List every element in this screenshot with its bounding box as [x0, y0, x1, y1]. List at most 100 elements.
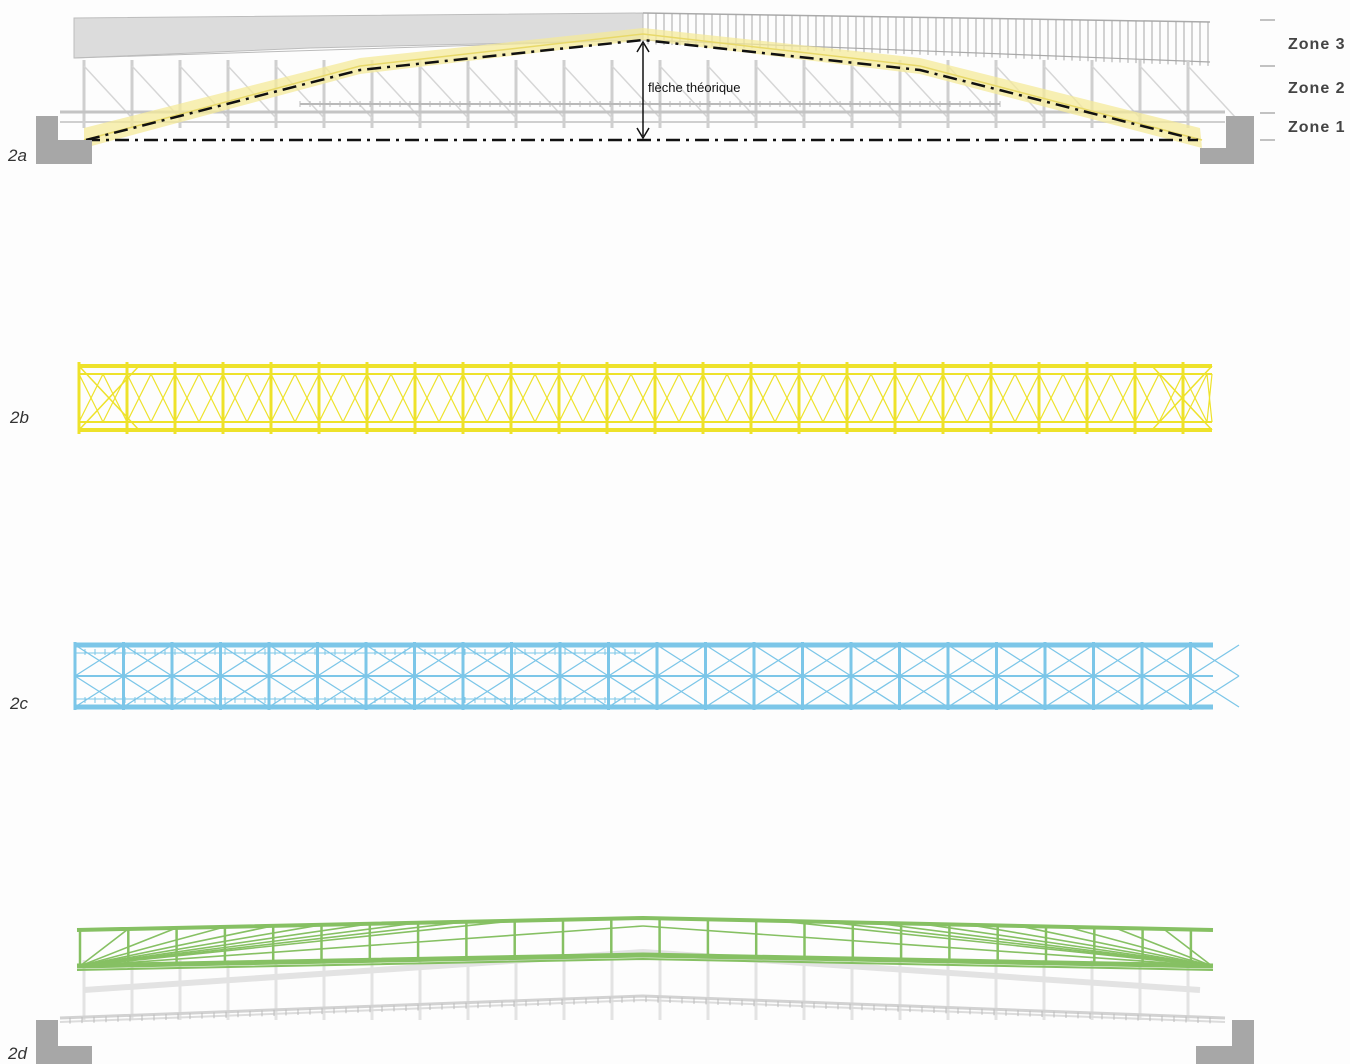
truss-diagonal [268, 675, 318, 708]
truss-diagonal [753, 675, 803, 708]
brace-diagonal [659, 65, 709, 119]
truss-diagonal [462, 675, 512, 708]
truss-diagonal [366, 373, 392, 423]
truss-diagonal [1158, 373, 1184, 423]
truss-diagonal [990, 373, 1016, 423]
truss-diagonal [1044, 644, 1094, 677]
arch-band-line [83, 33, 1203, 141]
truss-diagonal [342, 373, 368, 423]
truss-diagonal [846, 373, 872, 423]
truss-diagonal [899, 675, 949, 708]
brace-diagonal [419, 65, 469, 119]
truss-diagonal [365, 644, 415, 677]
truss-diagonal [220, 644, 270, 677]
truss-diagonal [726, 373, 752, 423]
truss-diagonal [510, 373, 536, 423]
truss-diagonal [123, 675, 173, 708]
truss-diagonal [608, 675, 658, 708]
truss-diagonal [1014, 373, 1040, 423]
truss-diagonal [1141, 644, 1191, 677]
panel-label-2d: 2d [8, 1044, 27, 1063]
truss-diagonal [656, 644, 706, 677]
truss-diagonal [414, 373, 440, 423]
truss-diagonal [534, 373, 560, 423]
fleche-annotation: flèche théorique [648, 80, 741, 95]
truss-diagonal [462, 644, 512, 677]
brace-diagonal [755, 65, 805, 119]
left-abutment [36, 116, 92, 164]
truss-diagonal [1134, 373, 1160, 423]
green-diagonal [1018, 925, 1213, 967]
background-deck [59, 994, 1226, 1020]
brace-diagonal [707, 65, 757, 119]
truss-diagonal [365, 675, 415, 708]
green-truss-elevation [36, 915, 1254, 1064]
panel-2a: 2a flèche théorique Zone 3 Zone 2 Zone 1 [0, 0, 1350, 180]
truss-diagonal [996, 675, 1046, 708]
truss-diagonal [798, 373, 824, 423]
green-diagonal [79, 928, 129, 967]
zone-1-label: Zone 1 [1288, 119, 1346, 136]
truss-diagonal [222, 373, 248, 423]
end-brace [1151, 365, 1213, 431]
zone-2-label: Zone 2 [1288, 80, 1346, 97]
bridge-elevation-drawing [36, 12, 1275, 164]
truss-diagonal [966, 373, 992, 423]
truss-diagonal [1093, 675, 1143, 708]
truss-diagonal [899, 644, 949, 677]
fleche-arrowhead-down [636, 127, 650, 140]
truss-diagonal [126, 373, 152, 423]
green-diagonal [79, 923, 370, 967]
truss-diagonal [220, 675, 270, 708]
green-diagonal [1115, 927, 1213, 967]
brace-diagonal [563, 65, 613, 119]
fleche-arrowhead-up [636, 40, 650, 53]
truss-diagonal [511, 644, 561, 677]
theoretical-camber-line [85, 38, 1199, 142]
truss-diagonal [414, 675, 464, 708]
brace-diagonal [1187, 65, 1237, 119]
roof-ridge-right [642, 12, 1211, 23]
green-diagonal [79, 926, 226, 967]
truss-diagonal [608, 644, 658, 677]
truss-diagonal [462, 373, 488, 423]
truss-diagonal [174, 373, 200, 423]
truss-diagonal [390, 373, 416, 423]
truss-diagonal [1110, 373, 1136, 423]
truss-diagonal [1206, 373, 1213, 423]
truss-diagonal [1190, 644, 1240, 677]
truss-diagonal [1182, 373, 1208, 423]
green-diagonal [79, 919, 515, 967]
truss-diagonal [996, 644, 1046, 677]
brace-diagonal [467, 65, 517, 119]
truss-diagonal [656, 675, 706, 708]
green-diagonal [1163, 928, 1213, 967]
truss-diagonal [870, 373, 896, 423]
truss-diagonal [438, 373, 464, 423]
green-diagonal [970, 924, 1213, 967]
truss-diagonal [630, 373, 656, 423]
brace-diagonal [371, 65, 421, 119]
brace-diagonal [1139, 65, 1189, 119]
truss-diagonal [822, 373, 848, 423]
truss-diagonal [705, 675, 755, 708]
brace-diagonal [611, 65, 661, 119]
blue-truss-plan [73, 642, 1240, 710]
truss-diagonal [582, 373, 608, 423]
green-diagonal [79, 925, 644, 967]
truss-diagonal [558, 373, 584, 423]
brace-diagonal [275, 65, 325, 119]
truss-diagonal [171, 675, 221, 708]
truss-diagonal [317, 644, 367, 677]
panel-2c: 2c [0, 630, 1350, 730]
truss-diagonal [246, 373, 272, 423]
truss-diagonal [802, 644, 852, 677]
truss-diagonal [850, 644, 900, 677]
truss-diagonal [74, 675, 124, 708]
truss-diagonal [850, 675, 900, 708]
truss-diagonal [294, 373, 320, 423]
green-diagonal [79, 925, 274, 967]
truss-diagonal [559, 675, 609, 708]
truss-diagonal [606, 373, 632, 423]
brace-diagonal [851, 65, 901, 119]
